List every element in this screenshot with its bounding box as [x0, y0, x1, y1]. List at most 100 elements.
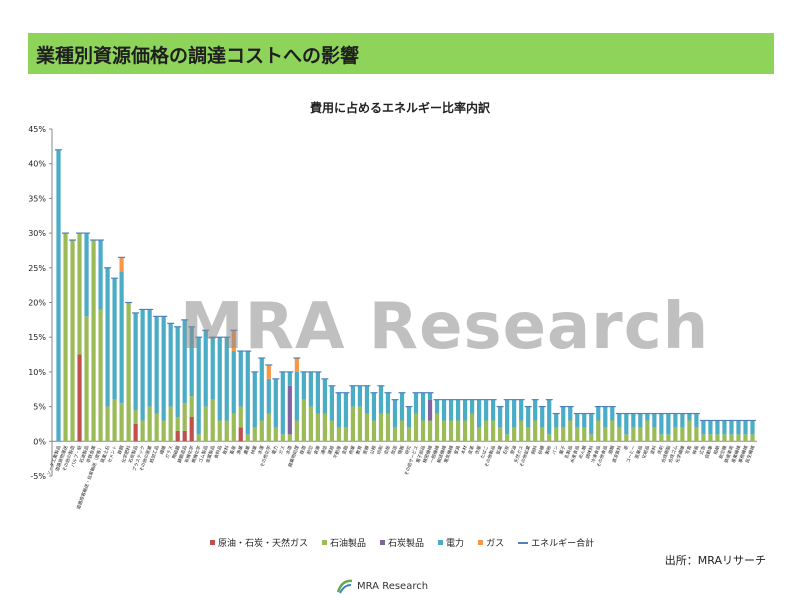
x-tick-label: 金融 — [340, 444, 350, 455]
bar-segment — [287, 385, 292, 435]
bar-segment — [441, 420, 447, 442]
legend-swatch — [322, 540, 328, 545]
bar-segment — [673, 413, 678, 428]
bar-segment — [231, 413, 236, 442]
bar-segment — [77, 233, 82, 355]
bar-segment — [196, 337, 201, 435]
bar-segment — [140, 420, 145, 442]
bar-segment — [196, 434, 201, 442]
bar-segment — [371, 392, 377, 421]
bar-segment — [336, 427, 342, 442]
x-tick-label: セメント — [107, 445, 119, 464]
bar-segment — [224, 420, 229, 442]
bar-segment — [526, 406, 531, 428]
bar-segment — [582, 413, 587, 428]
bar-segment — [540, 406, 545, 428]
x-tick-label: 航空 — [305, 444, 315, 455]
x-tick-label: パン — [551, 444, 560, 455]
bar-segment — [406, 427, 412, 442]
bar-segment — [63, 233, 68, 442]
legend-label: 原油・石炭・天然ガス — [218, 539, 309, 549]
legend-label: エネルギー合計 — [531, 539, 595, 549]
bar-segment — [119, 271, 124, 404]
x-tick-label: 漁業 — [235, 444, 245, 455]
bar-segment — [294, 371, 299, 421]
bar-segment — [259, 420, 264, 442]
x-tick-label: 医薬品 — [633, 444, 644, 460]
bar-segment — [350, 406, 356, 442]
legend-swatch — [210, 540, 215, 545]
x-tick-label: ガラス — [163, 444, 174, 459]
x-tick-label: 畜産 — [228, 444, 238, 455]
bar-segment — [575, 427, 580, 442]
bar-segment — [385, 392, 391, 414]
bar-segment — [603, 406, 608, 428]
bar-segment — [336, 392, 342, 428]
bar-segment — [119, 257, 124, 272]
bar-segment — [315, 371, 320, 414]
bar-segment — [491, 420, 496, 442]
x-tick-label: 映画 — [691, 444, 701, 455]
bar-segment — [708, 434, 713, 442]
watermark: MRA Research — [180, 290, 710, 364]
bar-segment — [147, 309, 152, 407]
x-tick-label: 建設 — [326, 444, 336, 455]
bar-segment — [610, 406, 615, 421]
y-tick-label: 35% — [28, 194, 46, 203]
x-tick-label: 航空機 — [717, 444, 728, 460]
footer-logo: MRA Research — [336, 578, 428, 594]
bar-segment — [224, 337, 229, 421]
bar-segment — [371, 420, 377, 442]
bar-segment — [554, 413, 559, 428]
bar-segment — [350, 385, 356, 407]
bar-segment — [273, 427, 278, 442]
bar-segment — [462, 399, 468, 421]
bar-segment — [715, 420, 720, 435]
bar-segment — [568, 420, 573, 442]
bar-segment — [84, 233, 89, 317]
x-tick-label: 茶 — [622, 444, 630, 451]
bar-segment — [175, 326, 180, 418]
bar-segment — [217, 337, 222, 421]
bar-segment — [140, 309, 145, 421]
bar-segment — [189, 396, 194, 418]
bar-segment — [357, 406, 363, 442]
bar-segment — [659, 434, 664, 442]
bar-segment — [273, 378, 278, 428]
bar-segment — [175, 430, 180, 442]
x-tick-label: 印刷 — [375, 444, 385, 455]
legend-label: ガス — [486, 539, 505, 549]
legend-coal: 石炭製品 — [380, 536, 424, 549]
bar-segment — [343, 392, 349, 428]
x-tick-label: 皮革 — [466, 444, 476, 455]
bar-segment — [301, 399, 306, 442]
mra-logo-icon — [336, 579, 353, 594]
legend-gas: ガス — [478, 536, 504, 549]
x-tick-label: 洗剤 — [656, 444, 666, 455]
x-tick-label: 酒類 — [607, 444, 617, 455]
bar-segment — [736, 434, 741, 442]
x-tick-label: 水道 — [284, 444, 294, 455]
x-tick-label: 農業 — [242, 444, 252, 455]
bar-segment — [329, 420, 334, 442]
x-tick-label: 研究 — [403, 444, 413, 455]
bar-segment — [652, 427, 657, 442]
bar-segment — [287, 371, 292, 386]
chart-title: 費用に占めるエネルギー比率内訳 — [309, 101, 490, 115]
bar-segment — [392, 427, 398, 442]
bar-segment — [399, 392, 405, 421]
bar-segment — [413, 392, 419, 414]
legend-swatch — [478, 540, 484, 545]
bar-segment — [540, 427, 545, 442]
bar-segment — [533, 399, 538, 421]
bar-segment — [84, 316, 89, 442]
bar-segment — [526, 427, 531, 442]
bar-segment — [238, 351, 243, 407]
slide-title: 業種別資源価格の調達コストへの影響 — [36, 45, 360, 67]
bar-segment — [715, 434, 720, 442]
bar-segment — [231, 330, 236, 352]
bar-segment — [589, 434, 594, 442]
legend-total: エネルギー合計 — [518, 536, 594, 549]
bar-segment — [455, 399, 461, 421]
slide-header: 業種別資源価格の調達コストへの影響 — [28, 33, 774, 74]
